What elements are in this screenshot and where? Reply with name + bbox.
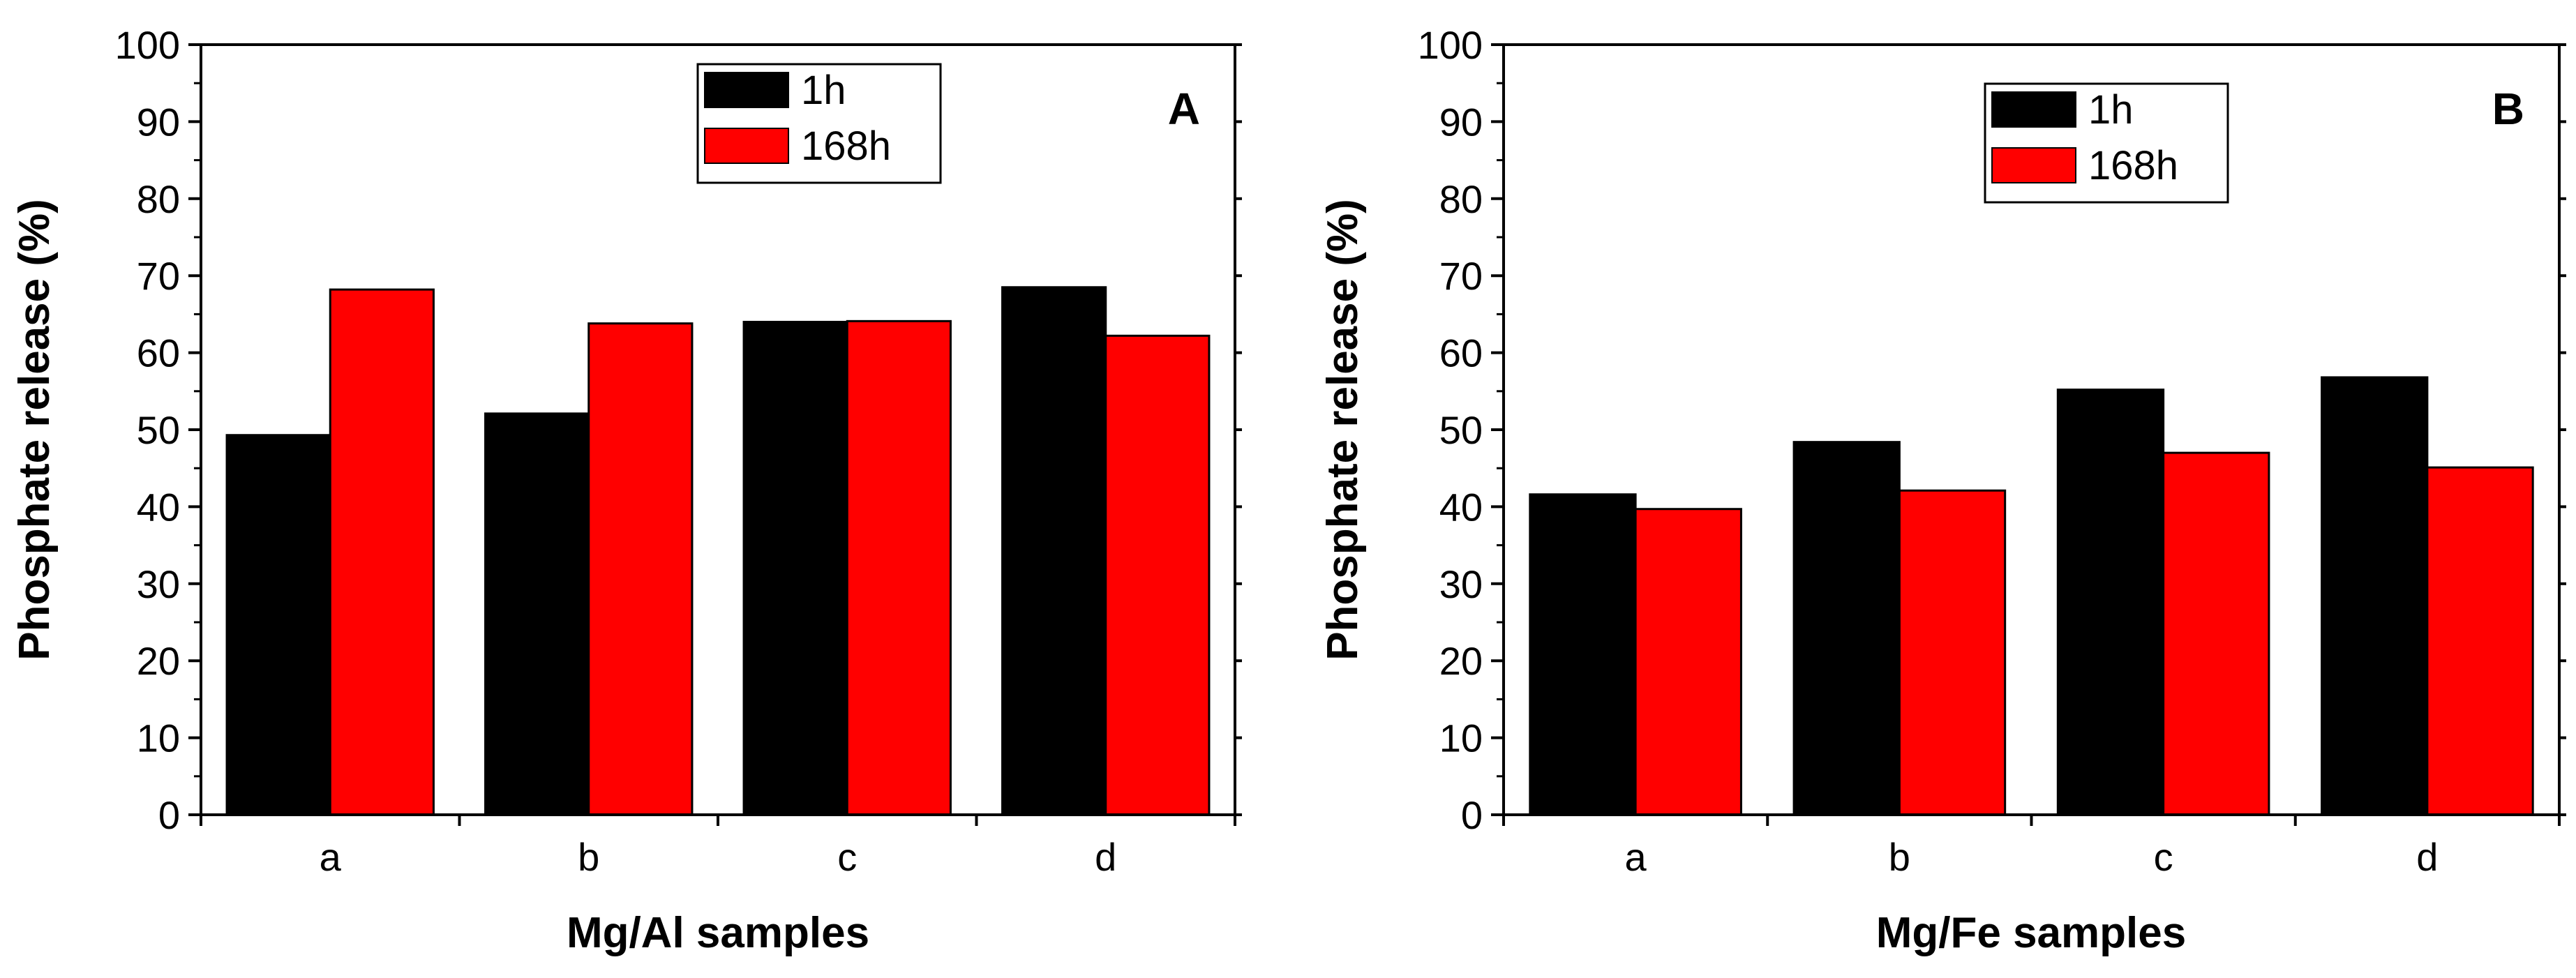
bar-1h-d [2321, 376, 2429, 816]
x-tick-label-d: d [1095, 835, 1116, 879]
y-tick-label: 50 [1439, 408, 1483, 452]
bar-1h-c [742, 320, 848, 816]
bar-1h-c [2056, 389, 2165, 816]
panel-letter: A [1168, 84, 1200, 134]
x-tick-label-d: d [2416, 835, 2438, 879]
y-tick-label: 90 [1439, 100, 1483, 144]
x-tick-label-b: b [1889, 835, 1910, 879]
bar-168h-b [587, 322, 694, 816]
panel-B: 0 10 20 30 40 50 60 70 80 90 100 a b c d Mg/Fe samples P… [1319, 23, 2566, 957]
legend: 1h 168h [696, 63, 942, 184]
bar-168h-a [329, 288, 435, 816]
legend-label-168h: 168h [801, 123, 891, 169]
legend-label-168h: 168h [2088, 143, 2178, 188]
y-tick-label: 0 [1461, 793, 1483, 837]
x-tick-label-c: c [2154, 835, 2173, 879]
y-tick-label: 80 [1439, 177, 1483, 221]
y-tick-label: 70 [1439, 254, 1483, 298]
x-tick-label-a: a [1625, 835, 1647, 879]
legend-label-1h: 1h [801, 68, 846, 113]
y-tick-label: 10 [1439, 716, 1483, 760]
bar-168h-c [846, 319, 952, 816]
legend-swatch-1h [1991, 91, 2076, 128]
y-tick-label: 30 [137, 562, 180, 606]
x-axis-title: Mg/Al samples [567, 909, 869, 957]
y-tick-label: 10 [137, 716, 180, 760]
legend-label-1h: 1h [2088, 87, 2134, 133]
y-tick-label: 80 [137, 177, 180, 221]
panel-A: 0 10 20 30 40 50 60 70 80 90 100 a b c d Mg/Al samples P… [10, 23, 1242, 957]
legend-swatch-168h [704, 128, 789, 164]
x-tick-label-b: b [578, 835, 599, 879]
y-tick-label: 20 [137, 639, 180, 683]
bar-1h-a [1529, 493, 1637, 816]
y-tick-label: 60 [137, 331, 180, 375]
y-tick-label: 100 [1418, 23, 1483, 67]
y-axis-title: Phosphate release (%) [10, 199, 59, 661]
bar-1h-b [1792, 441, 1901, 816]
y-tick-label: 50 [137, 408, 180, 452]
y-tick-label: 40 [1439, 485, 1483, 529]
x-tick-label-c: c [837, 835, 857, 879]
y-tick-label: 100 [115, 23, 180, 67]
y-tick-label: 70 [137, 254, 180, 298]
bar-1h-b [484, 412, 590, 816]
bar-1h-d [1001, 286, 1107, 816]
x-axis-title: Mg/Fe samples [1876, 909, 2186, 957]
y-tick-label: 60 [1439, 331, 1483, 375]
y-tick-label: 20 [1439, 639, 1483, 683]
bar-168h-c [2162, 451, 2270, 816]
y-tick-label: 30 [1439, 562, 1483, 606]
y-tick-label: 90 [137, 100, 180, 144]
legend-swatch-168h [1991, 147, 2076, 183]
bar-168h-b [1898, 489, 2007, 816]
bar-168h-d [1104, 334, 1211, 816]
legend: 1h 168h [1984, 82, 2229, 204]
bar-168h-a [1634, 508, 1742, 816]
panel-letter: B [2492, 84, 2524, 134]
bar-1h-a [225, 434, 331, 816]
y-tick-label: 0 [158, 793, 180, 837]
legend-swatch-1h [704, 72, 789, 108]
x-tick-label-a: a [320, 835, 342, 879]
bar-168h-d [2426, 466, 2534, 816]
y-tick-label: 40 [137, 485, 180, 529]
y-axis-title: Phosphate release (%) [1319, 199, 1367, 661]
